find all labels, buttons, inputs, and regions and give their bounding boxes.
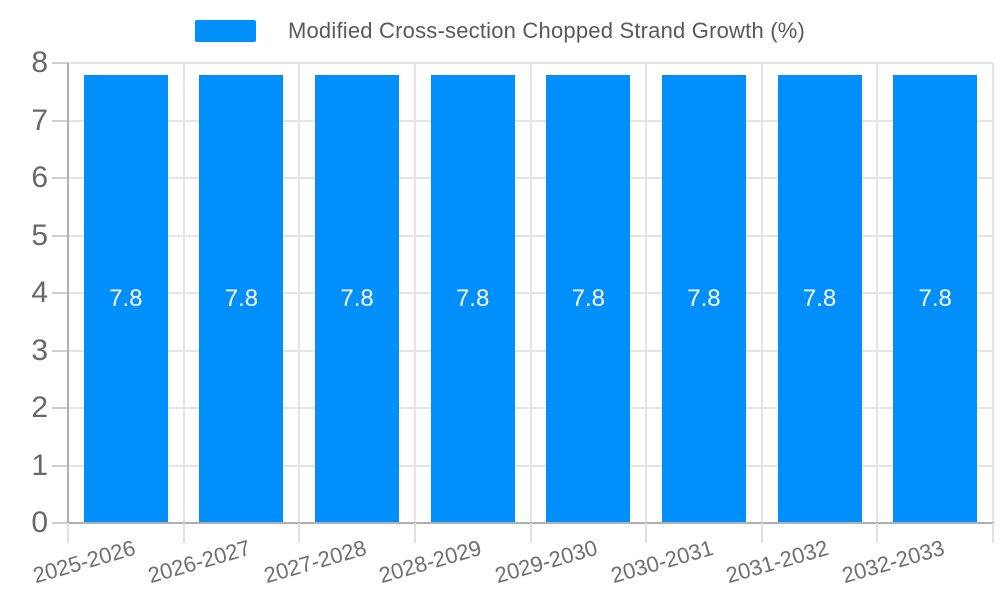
v-gridline xyxy=(182,63,185,523)
y-axis-tick xyxy=(52,349,68,352)
bar-value-label: 7.8 xyxy=(109,284,143,312)
x-axis-tick xyxy=(67,523,69,543)
bar[interactable] xyxy=(661,74,746,523)
y-axis-tick-label: 7 xyxy=(31,103,48,137)
y-axis-tick xyxy=(52,177,68,179)
x-axis-tick-label: 2028-2029 xyxy=(376,535,485,589)
y-axis-tick xyxy=(52,62,68,64)
v-gridline xyxy=(645,63,648,523)
y-axis-tick-label: 4 xyxy=(31,276,48,309)
v-gridline xyxy=(992,63,994,523)
chart-legend[interactable]: Modified Cross-section Chopped Strand Gr… xyxy=(0,16,1000,46)
bar-value-label: 7.8 xyxy=(456,284,490,312)
v-gridline xyxy=(298,63,301,523)
x-axis-tick xyxy=(529,523,532,543)
bar-value-label: 7.8 xyxy=(687,284,721,312)
x-axis-tick xyxy=(182,523,185,543)
y-axis-tick xyxy=(52,407,68,409)
x-axis-tick xyxy=(645,523,648,543)
bar-value-label: 7.8 xyxy=(918,284,952,312)
bar[interactable] xyxy=(315,74,400,523)
y-axis-tick-label: 5 xyxy=(31,218,48,252)
v-gridline xyxy=(760,63,763,523)
x-axis-tick xyxy=(760,523,763,543)
v-gridline xyxy=(529,63,532,523)
y-axis-tick-label: 2 xyxy=(31,391,48,424)
bar[interactable] xyxy=(199,74,284,523)
x-axis-tick-label: 2025-2026 xyxy=(29,535,138,589)
bar-value-label: 7.8 xyxy=(224,284,259,312)
bar[interactable] xyxy=(893,74,978,523)
y-axis-tick xyxy=(52,522,68,524)
x-axis-tick-label: 2031-2032 xyxy=(723,535,832,589)
x-axis-tick xyxy=(298,523,301,543)
x-axis-tick-label: 2026-2027 xyxy=(145,535,254,589)
plot-area xyxy=(68,62,994,523)
legend-label: Modified Cross-section Chopped Strand Gr… xyxy=(287,18,806,43)
y-axis-tick-label: 0 xyxy=(31,506,48,539)
x-axis-tick-label: 2032-2033 xyxy=(839,535,948,589)
x-axis-tick-label: 2027-2028 xyxy=(260,535,369,589)
y-axis-tick-label: 3 xyxy=(31,333,48,367)
bar[interactable] xyxy=(777,74,862,523)
y-axis-tick-label: 6 xyxy=(31,161,48,194)
bar[interactable] xyxy=(546,74,631,523)
x-axis-tick-label: 2029-2030 xyxy=(492,535,601,589)
x-axis-tick-label: 2030-2031 xyxy=(607,535,716,589)
v-gridline xyxy=(876,63,879,523)
y-axis-tick xyxy=(52,234,68,237)
y-axis-tick xyxy=(52,292,68,294)
y-axis-tick-label: 1 xyxy=(31,448,48,482)
bar-value-label: 7.8 xyxy=(802,284,837,312)
x-axis-tick xyxy=(876,523,879,543)
y-axis-line xyxy=(67,63,69,523)
bar[interactable] xyxy=(430,74,515,523)
legend-swatch xyxy=(194,20,256,42)
bar-value-label: 7.8 xyxy=(571,284,605,312)
bar-value-label: 7.8 xyxy=(340,284,374,312)
x-axis-tick xyxy=(992,523,994,543)
y-axis-tick-label: 8 xyxy=(31,46,48,79)
y-axis-tick xyxy=(52,464,68,467)
x-axis-tick xyxy=(413,523,416,543)
bar[interactable] xyxy=(83,74,168,523)
v-gridline xyxy=(413,63,416,523)
y-axis-tick xyxy=(52,119,68,122)
